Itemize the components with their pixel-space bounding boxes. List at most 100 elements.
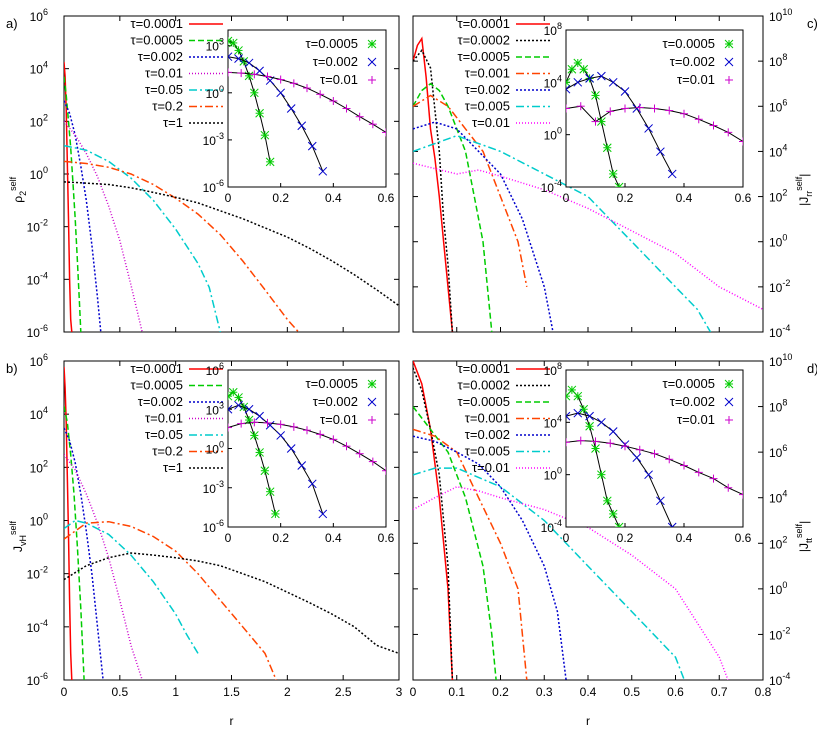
inset-frame bbox=[227, 29, 387, 188]
inset-marker bbox=[608, 427, 618, 436]
y-tick-label: 10-4 bbox=[27, 618, 48, 635]
y-tick-label: 10-6 bbox=[27, 323, 48, 340]
inset-marker bbox=[585, 411, 594, 421]
series-line-6 bbox=[413, 134, 712, 332]
inset-legend-marker bbox=[724, 57, 734, 67]
inset-fit-line bbox=[228, 56, 324, 172]
inset-marker bbox=[244, 404, 254, 414]
inset-marker bbox=[671, 522, 677, 527]
inset-marker bbox=[297, 461, 307, 470]
inset-marker bbox=[286, 444, 296, 453]
y-tick-label: 104 bbox=[30, 405, 48, 422]
y-tick-label: 1010 bbox=[769, 352, 792, 369]
inset-marker bbox=[618, 182, 624, 187]
inset-marker bbox=[228, 408, 233, 414]
inset-marker bbox=[265, 420, 275, 430]
inset-marker bbox=[566, 411, 571, 417]
inset-y-tick-label: 10-3 bbox=[203, 131, 224, 148]
y-tick-label: 10-4 bbox=[769, 671, 790, 688]
y-axis-label: JvHself bbox=[8, 520, 28, 552]
inset-frame bbox=[227, 369, 387, 528]
inset-marker bbox=[255, 108, 264, 118]
x-tick-label: 2 bbox=[284, 685, 291, 699]
inset-x-tick-label: 0 bbox=[225, 531, 232, 545]
legend-label: τ=0.01 bbox=[145, 66, 183, 81]
inset-y-tick-label: 100 bbox=[544, 466, 562, 483]
series-line-6 bbox=[64, 160, 300, 332]
inset-y-tick-label: 106 bbox=[206, 361, 224, 378]
inset-fit-line bbox=[566, 75, 673, 175]
inset-legend-label: τ=0.0005 bbox=[306, 36, 359, 51]
x-tick-label: 3 bbox=[396, 685, 403, 699]
inset-legend-label: τ=0.0005 bbox=[306, 376, 359, 391]
inset-y-tick-label: 103 bbox=[206, 37, 224, 54]
inset: 0 0.2 0.4 0.6 10-4 100 104 108 τ=0.0005 τ=0.002 τ=… bbox=[541, 361, 752, 545]
inset-marker bbox=[597, 117, 606, 126]
inset-x-tick-label: 0.2 bbox=[272, 191, 289, 205]
series-line-2 bbox=[64, 406, 85, 680]
panel-label: b) bbox=[6, 361, 18, 376]
inset-y-tick-label: 10-6 bbox=[203, 518, 224, 535]
inset-marker bbox=[228, 395, 233, 401]
x-tick-label: 0.3 bbox=[536, 685, 553, 699]
legend-label: τ=0.002 bbox=[138, 49, 183, 64]
legend-label: τ=0.0002 bbox=[458, 378, 511, 393]
inset-marker bbox=[573, 391, 583, 401]
series-line-4 bbox=[413, 428, 528, 680]
inset: 0 0.2 0.4 0.6 10-6 10-3 100 103 τ=0.0005 τ=0.002 τ… bbox=[203, 29, 395, 205]
inset-series-group bbox=[566, 385, 743, 527]
inset-marker bbox=[228, 52, 233, 58]
series-line-4 bbox=[64, 454, 143, 680]
series-line-3 bbox=[413, 82, 493, 332]
inset-x-tick-label: 0.4 bbox=[325, 191, 342, 205]
inset-y-tick-label: 10-6 bbox=[203, 178, 224, 195]
y-tick-label: 10-2 bbox=[27, 565, 48, 582]
y-tick-label: 10-2 bbox=[769, 278, 790, 295]
inset-series-group bbox=[228, 387, 386, 519]
x-tick-label: 0.8 bbox=[755, 685, 772, 699]
inset-marker bbox=[667, 169, 677, 179]
series-line-7 bbox=[413, 486, 729, 680]
inset-marker bbox=[579, 64, 589, 74]
inset-marker bbox=[620, 87, 630, 96]
inset-marker bbox=[644, 470, 653, 480]
inset-marker bbox=[566, 84, 571, 90]
legend-label: τ=0.002 bbox=[465, 427, 510, 442]
legend-label: τ=0.05 bbox=[145, 82, 183, 97]
inset-marker bbox=[255, 411, 264, 421]
y-tick-label: 1010 bbox=[769, 7, 792, 24]
inset-marker bbox=[271, 509, 280, 519]
inset-legend-marker bbox=[724, 39, 734, 49]
inset-marker bbox=[608, 169, 618, 179]
inset-marker bbox=[249, 88, 259, 98]
inset-x-tick-label: 0.2 bbox=[617, 191, 634, 205]
inset-marker bbox=[276, 431, 286, 440]
x-tick-label: 0 bbox=[61, 685, 68, 699]
inset-marker bbox=[566, 415, 571, 421]
legend-label: τ=0.001 bbox=[465, 411, 510, 426]
inset-marker bbox=[228, 38, 238, 48]
inset-marker bbox=[228, 55, 233, 62]
inset-marker bbox=[297, 121, 307, 131]
inset-marker bbox=[286, 104, 296, 113]
inset-marker bbox=[307, 141, 317, 151]
inset-marker bbox=[260, 466, 270, 476]
inset-marker bbox=[591, 444, 600, 453]
inset-marker bbox=[644, 124, 653, 133]
inset-marker bbox=[566, 77, 571, 84]
legend-label: τ=0.01 bbox=[472, 115, 510, 130]
inset-x-tick-label: 0.4 bbox=[325, 531, 342, 545]
panel-4: 0 0.1 0.2 0.3 0.4 0.5 0.6 0.7 0.8 r 10-4 10-2 100 102… bbox=[410, 352, 817, 728]
legend-label: τ=0.002 bbox=[465, 82, 510, 97]
inset-legend-marker bbox=[724, 397, 734, 407]
inset-marker bbox=[597, 470, 606, 480]
y-tick-label: 10-2 bbox=[27, 218, 48, 235]
legend-label: τ=0.0001 bbox=[458, 361, 511, 376]
panel-1: 10-6 10-4 10-2 100 102 104 106 ρ2self a) τ=0.0001… bbox=[6, 7, 400, 340]
inset-marker bbox=[318, 166, 328, 176]
inset-y-tick-label: 10-4 bbox=[541, 178, 562, 195]
inset-y-tick-label: 103 bbox=[206, 400, 224, 417]
y-tick-label: 106 bbox=[769, 443, 787, 460]
panel-2: 0 0.5 1 1.5 2 2.5 3 r 10-6 10-4 10-2 100 102 104 106 Jv… bbox=[6, 352, 403, 728]
inset-marker bbox=[573, 408, 583, 418]
